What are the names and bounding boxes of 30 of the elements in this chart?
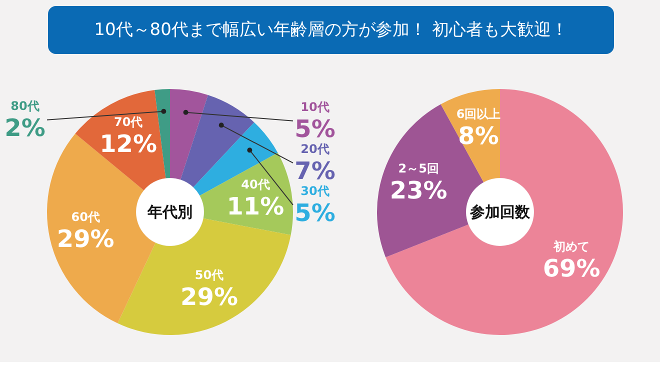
slice-label: 70代 (114, 115, 143, 130)
data-label: 5% (294, 114, 336, 143)
data-label: 29% (180, 283, 238, 312)
data-label: 69% (542, 254, 600, 283)
slice-label: 60代 (71, 210, 100, 224)
donut-slice (386, 89, 623, 335)
slice-label: 初めて (552, 240, 590, 254)
slice-label: 10代 (300, 100, 330, 114)
donut-slice (193, 122, 278, 196)
donut-slice (170, 89, 208, 180)
donut-slice (154, 89, 170, 178)
slice-label: 30代 (300, 184, 330, 198)
donut-slice (118, 218, 291, 335)
data-label: 23% (390, 176, 448, 205)
slice-label: 2～5回 (398, 162, 439, 176)
slice-label: 20代 (300, 142, 330, 156)
slice-label: 40代 (241, 177, 270, 192)
slice-label: 50代 (194, 268, 224, 282)
data-label: 5% (294, 198, 336, 227)
data-label: 29% (56, 224, 114, 253)
text: 年代別 (146, 203, 192, 221)
text: 参加回数 (469, 203, 531, 221)
text: 10代～80代まで幅広い年齢層の方が参加！ 初心者も大歓迎！ (94, 20, 568, 40)
slice-label: 80代 (10, 98, 40, 113)
data-label: 8% (458, 122, 499, 150)
data-label: 2% (4, 114, 46, 142)
data-label: 7% (294, 156, 336, 185)
data-label: 11% (226, 192, 284, 220)
slice-label: 6回以上 (456, 107, 501, 122)
data-label: 12% (100, 130, 158, 158)
